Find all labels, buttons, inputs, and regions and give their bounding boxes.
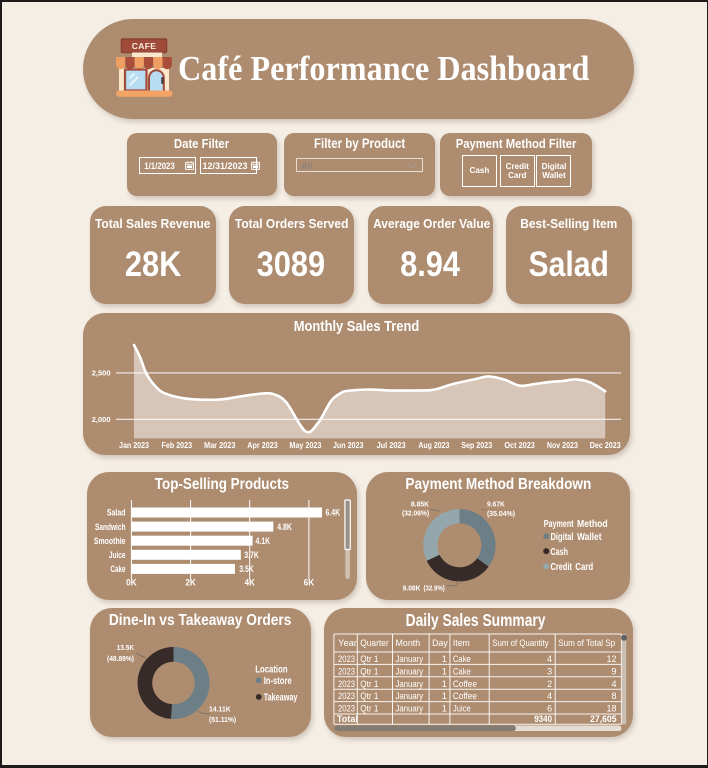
svg-text:Item: Item xyxy=(453,638,470,648)
svg-text:Total: Total xyxy=(337,714,358,724)
svg-text:Year: Year xyxy=(338,638,357,648)
svg-text:8: 8 xyxy=(611,691,616,701)
svg-text:1: 1 xyxy=(442,679,447,689)
svg-text:January: January xyxy=(396,704,424,714)
svg-text:Jul 2023: Jul 2023 xyxy=(377,441,407,450)
svg-text:Smoothie: Smoothie xyxy=(94,536,126,546)
svg-text:4.8K: 4.8K xyxy=(277,522,292,532)
svg-text:4: 4 xyxy=(611,679,616,689)
svg-text:January: January xyxy=(396,666,424,676)
svg-text:3: 3 xyxy=(547,666,552,676)
svg-text:Juice: Juice xyxy=(109,550,126,560)
svg-text:2,500: 2,500 xyxy=(92,369,111,378)
svg-text:2023: 2023 xyxy=(338,654,355,664)
svg-text:3.7K: 3.7K xyxy=(244,550,259,560)
svg-text:Oct 2023: Oct 2023 xyxy=(504,441,535,450)
svg-text:4K: 4K xyxy=(244,577,255,587)
svg-text:CAFE: CAFE xyxy=(132,41,157,51)
svg-text:Day: Day xyxy=(432,638,448,648)
svg-text:Quarter: Quarter xyxy=(360,638,388,648)
svg-text:Sep 2023: Sep 2023 xyxy=(461,441,492,450)
svg-text:(32.06%): (32.06%) xyxy=(402,508,430,517)
svg-text:Jan 2023: Jan 2023 xyxy=(119,441,149,450)
svg-text:(51.11%): (51.11%) xyxy=(209,715,237,724)
svg-text:9: 9 xyxy=(611,666,616,676)
svg-text:Qtr 1: Qtr 1 xyxy=(360,691,378,701)
svg-text:Cake: Cake xyxy=(111,564,126,574)
svg-text:Aug 2023: Aug 2023 xyxy=(418,441,449,450)
svg-text:Coffee: Coffee xyxy=(453,691,477,701)
svg-text:2023: 2023 xyxy=(338,704,355,714)
svg-text:Qtr 1: Qtr 1 xyxy=(360,666,378,676)
svg-text:Dec 2023: Dec 2023 xyxy=(590,441,621,450)
svg-text:Salad: Salad xyxy=(107,508,126,518)
svg-text:May 2023: May 2023 xyxy=(289,441,321,450)
svg-text:Qtr 1: Qtr 1 xyxy=(360,704,378,714)
svg-text:Qtr 1: Qtr 1 xyxy=(360,654,378,664)
svg-text:2023: 2023 xyxy=(338,666,355,676)
svg-text:January: January xyxy=(396,654,424,664)
svg-text:Sum of Quantity: Sum of Quantity xyxy=(492,638,549,648)
svg-text:4: 4 xyxy=(547,691,552,701)
svg-text:3.5K: 3.5K xyxy=(239,564,254,574)
svg-text:Takeaway: Takeaway xyxy=(263,692,297,703)
svg-text:1: 1 xyxy=(442,704,447,714)
svg-text:Sum of Total Sp: Sum of Total Sp xyxy=(558,638,615,648)
svg-text:2K: 2K xyxy=(185,577,196,587)
svg-text:Cash: Cash xyxy=(551,547,569,558)
svg-text:6K: 6K xyxy=(304,577,315,587)
svg-text:Qtr 1: Qtr 1 xyxy=(360,679,378,689)
svg-text:Month: Month xyxy=(396,638,421,648)
svg-text:January: January xyxy=(396,679,424,689)
svg-text:1: 1 xyxy=(442,691,447,701)
svg-text:Apr 2023: Apr 2023 xyxy=(247,441,278,450)
svg-text:Nov 2023: Nov 2023 xyxy=(547,441,578,450)
svg-text:2023: 2023 xyxy=(338,679,355,689)
svg-text:Jun 2023: Jun 2023 xyxy=(333,441,364,450)
svg-text:9340: 9340 xyxy=(534,714,552,724)
svg-text:Cake: Cake xyxy=(453,666,471,676)
svg-text:27,605: 27,605 xyxy=(590,714,616,724)
svg-text:13.5K: 13.5K xyxy=(116,643,134,652)
svg-text:(35.04%): (35.04%) xyxy=(487,509,515,518)
svg-text:Cake: Cake xyxy=(453,654,471,664)
svg-text:Location: Location xyxy=(255,664,287,675)
svg-text:Sandwich: Sandwich xyxy=(95,522,126,532)
svg-text:Juice: Juice xyxy=(453,704,471,714)
svg-text:1: 1 xyxy=(442,666,447,676)
svg-text:2023: 2023 xyxy=(338,691,355,701)
svg-text:Coffee: Coffee xyxy=(453,679,477,689)
svg-text:Feb 2023: Feb 2023 xyxy=(162,441,193,450)
svg-text:January: January xyxy=(396,691,424,701)
svg-text:2,000: 2,000 xyxy=(92,415,111,424)
svg-text:Mar 2023: Mar 2023 xyxy=(204,441,236,450)
svg-text:9.67K: 9.67K xyxy=(487,500,505,509)
svg-text:14.11K: 14.11K xyxy=(209,704,231,713)
svg-text:(48.89%): (48.89%) xyxy=(107,654,134,663)
svg-text:4: 4 xyxy=(547,654,552,664)
svg-text:0K: 0K xyxy=(126,577,137,587)
svg-text:4.1K: 4.1K xyxy=(256,536,271,546)
svg-text:1: 1 xyxy=(442,654,447,664)
svg-text:12: 12 xyxy=(606,654,616,664)
svg-text:8.85K: 8.85K xyxy=(411,500,430,509)
svg-text:In-store: In-store xyxy=(263,676,291,687)
svg-text:9.08K(32.9%): 9.08K (32.9%) xyxy=(403,583,446,592)
svg-text:6.4K: 6.4K xyxy=(326,508,341,518)
svg-text:6: 6 xyxy=(547,704,552,714)
svg-text:18: 18 xyxy=(606,704,616,714)
svg-text:2: 2 xyxy=(547,679,552,689)
